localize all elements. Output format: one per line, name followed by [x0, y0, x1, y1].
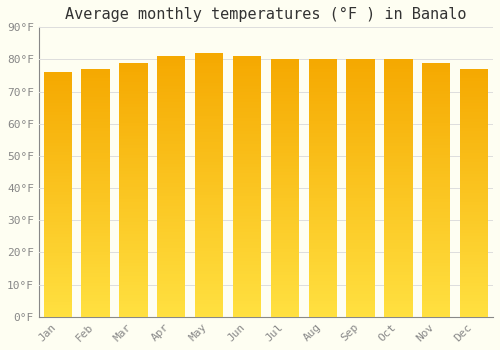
Title: Average monthly temperatures (°F ) in Banalo: Average monthly temperatures (°F ) in Ba… — [65, 7, 466, 22]
